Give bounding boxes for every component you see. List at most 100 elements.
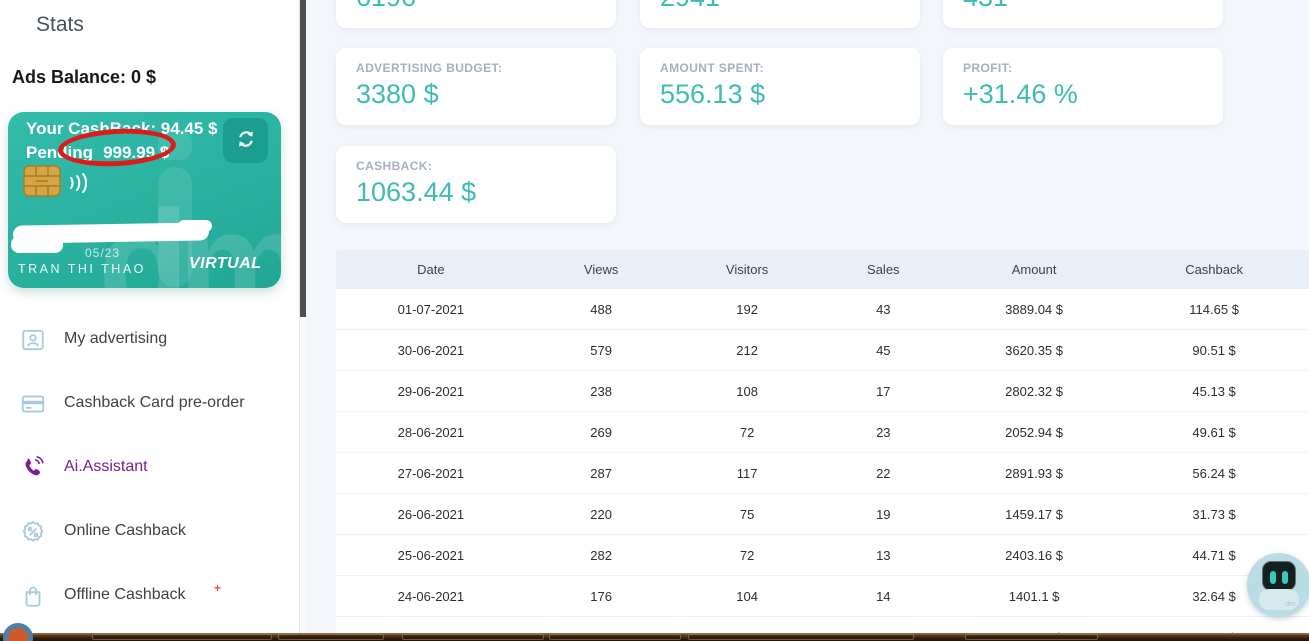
sidebar-item-label: My advertising bbox=[64, 330, 168, 347]
column-header-views: Views bbox=[583, 262, 619, 277]
cell-visitors: 72 bbox=[739, 547, 755, 563]
sidebar-item-offline-cashback[interactable]: Offline Cashback + bbox=[0, 581, 290, 613]
cell-views: 287 bbox=[590, 465, 612, 481]
table-row: 24-06-2021 176 104 14 1401.1 $ 32.64 $ bbox=[336, 576, 1309, 617]
card-brand-virtual: VIRTUAL bbox=[189, 255, 262, 272]
taskbar-segment bbox=[402, 634, 544, 640]
cell-cashback: 114.65 $ bbox=[1189, 301, 1239, 317]
taskbar-segment bbox=[549, 634, 681, 640]
stat-label: CASHBACK: bbox=[356, 159, 433, 173]
cell-views: 220 bbox=[590, 506, 612, 522]
cell-visitors: 75 bbox=[739, 506, 755, 522]
stat-card-clipped: 6196 bbox=[336, 0, 616, 28]
column-header-date: Date bbox=[417, 262, 445, 277]
sidebar-item-online-cashback[interactable]: Online Cashback bbox=[0, 517, 290, 549]
table-row: 28-06-2021 269 72 23 2052.94 $ 49.61 $ bbox=[336, 412, 1309, 453]
cell-date: 25-06-2021 bbox=[397, 547, 465, 563]
cell-visitors: 108 bbox=[736, 383, 758, 399]
card-number-redaction bbox=[11, 236, 63, 253]
sidebar-scrollbar-track[interactable] bbox=[299, 0, 307, 641]
stat-value: 3380 $ bbox=[356, 79, 439, 109]
cell-sales: 13 bbox=[876, 547, 891, 563]
table-row: 30-06-2021 579 212 45 3620.35 $ 90.51 $ bbox=[336, 330, 1309, 371]
cell-amount: 1459.17 $ bbox=[1005, 506, 1064, 522]
stat-value: 6196 bbox=[356, 0, 416, 13]
cell-visitors: 104 bbox=[736, 588, 758, 604]
stat-card-profit: PROFIT: +31.46 % bbox=[943, 48, 1223, 125]
sidebar-item-my-advertising[interactable]: My advertising bbox=[0, 325, 290, 357]
shopping-bag-icon bbox=[20, 583, 46, 609]
ads-balance-text: Ads Balance: 0 $ bbox=[12, 67, 157, 87]
cell-cashback: 31.73 $ bbox=[1192, 506, 1236, 522]
cell-cashback: 44.71 $ bbox=[1192, 547, 1236, 563]
table-header-row: Date Views Visitors Sales Amount Cashbac… bbox=[336, 250, 1309, 289]
sidebar-item-label: Offline Cashback bbox=[64, 586, 186, 603]
robot-body: dm bbox=[1259, 589, 1299, 610]
cell-views: 269 bbox=[590, 424, 612, 440]
sidebar-item-label: Ai.Assistant bbox=[64, 458, 148, 475]
column-header-amount: Amount bbox=[1011, 262, 1057, 277]
stat-label: ADVERTISING BUDGET: bbox=[356, 61, 503, 75]
cell-cashback: 49.61 $ bbox=[1192, 424, 1236, 440]
cell-amount: 2891.93 $ bbox=[1005, 465, 1064, 481]
cell-date: 28-06-2021 bbox=[397, 424, 465, 440]
cell-amount: 3889.04 $ bbox=[1005, 301, 1064, 317]
stat-value: +31.46 % bbox=[963, 79, 1078, 109]
table-row: 26-06-2021 220 75 19 1459.17 $ 31.73 $ bbox=[336, 494, 1309, 535]
card-holder-name: TRAN THI THAO bbox=[18, 262, 146, 276]
main-content: 6196 2941 431 ADVERTISING BUDGET: 3380 $… bbox=[306, 0, 1309, 641]
column-header-visitors: Visitors bbox=[725, 262, 769, 277]
chatbot-button[interactable]: dm bbox=[1247, 553, 1309, 617]
table-body: 01-07-2021 488 192 43 3889.04 $ 114.65 $… bbox=[336, 289, 1309, 641]
taskbar-segment bbox=[965, 634, 1098, 640]
daily-stats-table: Date Views Visitors Sales Amount Cashbac… bbox=[336, 250, 1309, 641]
chat-logo-text: dm bbox=[1285, 601, 1295, 608]
table-row: 01-07-2021 488 192 43 3889.04 $ 114.65 $ bbox=[336, 289, 1309, 330]
cell-views: 488 bbox=[590, 301, 612, 317]
cell-sales: 17 bbox=[876, 383, 891, 399]
stat-card-clipped: 431 bbox=[943, 0, 1223, 28]
id-badge-icon bbox=[20, 327, 46, 353]
taskbar-segment bbox=[92, 634, 272, 640]
table-row: 29-06-2021 238 108 17 2802.32 $ 45.13 $ bbox=[336, 371, 1309, 412]
phone-call-icon bbox=[20, 455, 46, 481]
cell-date: 24-06-2021 bbox=[397, 588, 465, 604]
card-chip-icon bbox=[23, 165, 61, 202]
sidebar-item-cashback-card-pre-order[interactable]: Cashback Card pre-order bbox=[0, 389, 290, 421]
cell-date: 27-06-2021 bbox=[397, 465, 465, 481]
cashback-card: dm Your CashBack: 94.45 $ Pending 999.99 … bbox=[8, 112, 281, 288]
new-badge: + bbox=[214, 581, 222, 595]
cell-sales: 14 bbox=[876, 588, 891, 604]
stat-card-clipped: 2941 bbox=[640, 0, 920, 28]
stat-value: 556.13 $ bbox=[660, 79, 766, 109]
cell-date: 01-07-2021 bbox=[397, 301, 465, 317]
column-header-cashback: Cashback bbox=[1185, 262, 1243, 277]
sidebar-item-ai-assistant[interactable]: Ai.Assistant bbox=[0, 453, 290, 485]
cell-cashback: 45.13 $ bbox=[1192, 383, 1236, 399]
cell-sales: 19 bbox=[876, 506, 891, 522]
cell-views: 282 bbox=[590, 547, 612, 563]
cell-visitors: 192 bbox=[736, 301, 758, 317]
cell-date: 29-06-2021 bbox=[397, 383, 465, 399]
card-expiry: 05/23 bbox=[85, 246, 121, 260]
card-cashback-amount: Your CashBack: 94.45 $ bbox=[26, 119, 218, 138]
background-taskbar[interactable] bbox=[0, 623, 1309, 641]
taskbar-segment bbox=[278, 634, 384, 640]
sidebar-scrollbar-thumb[interactable] bbox=[300, 0, 307, 317]
table-row: 25-06-2021 282 72 13 2403.16 $ 44.71 $ bbox=[336, 535, 1309, 576]
pending-label: Pending bbox=[26, 143, 94, 162]
refresh-balance-button[interactable] bbox=[223, 118, 268, 163]
table-row: 27-06-2021 287 117 22 2891.93 $ 56.24 $ bbox=[336, 453, 1309, 494]
cell-cashback: 56.24 $ bbox=[1192, 465, 1236, 481]
cell-visitors: 212 bbox=[736, 342, 758, 358]
cell-sales: 23 bbox=[876, 424, 891, 440]
taskbar-app-icon bbox=[3, 623, 33, 641]
card-number-redaction bbox=[178, 220, 212, 232]
refresh-icon bbox=[234, 127, 258, 154]
cell-amount: 1401.1 $ bbox=[1008, 588, 1060, 604]
stat-label: PROFIT: bbox=[963, 61, 1013, 75]
cell-views: 176 bbox=[590, 588, 612, 604]
cell-sales: 22 bbox=[876, 465, 891, 481]
cell-amount: 2802.32 $ bbox=[1005, 383, 1064, 399]
